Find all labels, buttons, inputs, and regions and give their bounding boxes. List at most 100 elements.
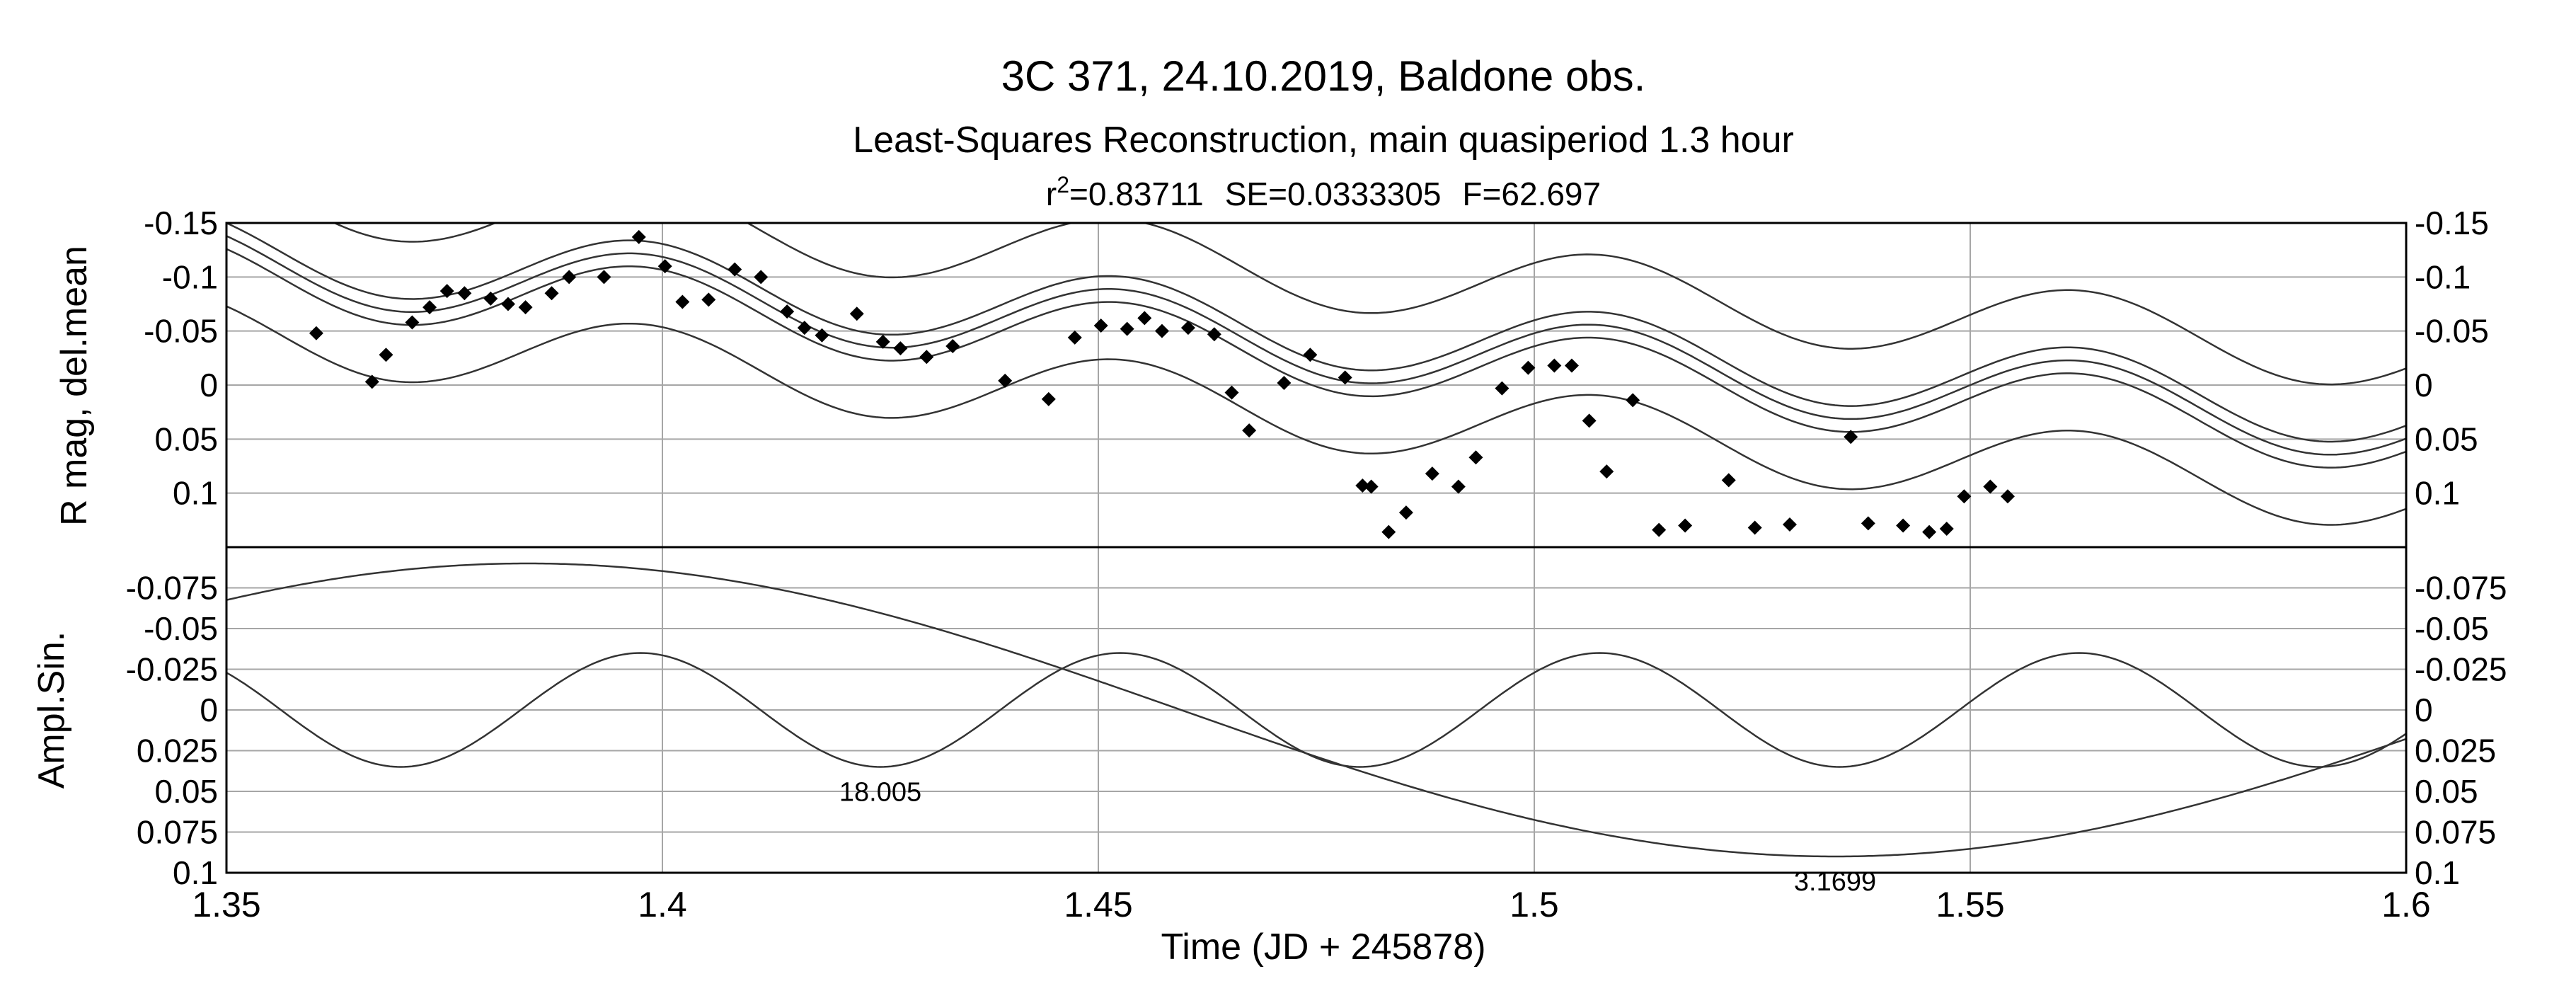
prediction-lower-curve [226,305,2406,526]
x-tick-label: 1.5 [1510,885,1559,924]
observation-point [945,339,960,354]
observation-point [1338,370,1352,385]
observation-point [1137,311,1152,326]
bottom-y-tick-left: 0 [200,692,218,728]
observation-point [728,262,742,277]
x-tick-label: 1.55 [1936,885,2004,924]
observation-point [1277,375,1292,390]
bottom-y-tick-left: 0.075 [137,814,218,851]
observation-point [439,284,454,299]
chart-subtitle: Least-Squares Reconstruction, main quasi… [853,120,1794,161]
sine-curve-label: 18.005 [839,778,921,808]
observation-point [1957,489,1972,504]
observation-point [1154,323,1169,338]
observation-point [754,270,769,285]
observation-point [1678,518,1693,533]
observation-point [1582,413,1597,428]
x-tick-label: 1.35 [192,885,260,924]
observation-point [1896,518,1911,533]
top-y-axis-label: R mag, del.mean [54,246,95,526]
x-axis-label: Time (JD + 245878) [1161,927,1485,968]
top-y-tick-left: 0.1 [173,475,218,512]
observation-point [1303,348,1318,362]
observation-point [1425,466,1439,481]
observation-point [1355,478,1370,493]
bottom-y-tick-right: 0.075 [2415,814,2496,851]
top-y-tick-left: -0.15 [144,205,218,241]
bottom-y-tick-right: 0.05 [2415,773,2478,810]
observation-point [797,321,812,336]
observation-point [422,300,437,315]
observation-point [457,286,472,301]
observation-point [919,350,934,365]
bottom-y-tick-left: -0.075 [126,570,218,607]
observation-point [631,229,646,244]
observation-point [1652,522,1667,537]
observation-point [1468,450,1483,465]
observation-point [1721,473,1736,488]
bottom-y-tick-right: 0.025 [2415,733,2496,769]
observation-point [364,374,379,389]
chart-stats: r2=0.83711 SE=0.0333305 F=62.697 [1046,172,1601,212]
x-tick-label: 1.45 [1064,885,1132,924]
observation-point [1983,479,1998,494]
sine-curve-18.005 [226,652,2406,768]
bottom-curve-labels: 18.005 3.1699 [839,778,1876,898]
confidence-upper-curve [226,223,2406,443]
r2-superscript: 2 [1057,172,1069,197]
observation-point [1564,358,1579,373]
top-y-tick-right: -0.05 [2415,313,2489,350]
prediction-upper-curve [332,223,2406,386]
observation-point [483,291,498,306]
top-model-curves [226,223,2406,526]
observation-point [1599,464,1614,479]
bottom-y-axis-label: Ampl.Sin. [31,631,72,789]
observation-point [1626,393,1640,408]
observation-point [562,270,577,285]
fit-curve [226,235,2406,456]
x-tick-label: 1.4 [638,885,687,924]
plot-frame [225,222,2408,874]
observation-point [379,348,393,362]
top-y-tick-right: 0.1 [2415,475,2460,512]
bottom-y-tick-right: -0.075 [2415,570,2507,607]
top-y-tick-right: -0.15 [2415,205,2489,241]
chart-title: 3C 371, 24.10.2019, Baldone obs. [1001,52,1646,100]
observation-point [849,306,864,321]
observation-point [1364,479,1379,494]
top-y-tick-right: 0.05 [2415,420,2478,457]
observation-point [544,286,559,301]
observation-point [701,292,716,307]
observation-point [1861,516,1875,531]
bottom-y-tick-left: 0.05 [154,773,218,810]
top-y-tick-left: -0.05 [144,313,218,350]
r2-value: =0.83711 [1069,176,1204,212]
se-value: SE=0.0333305 [1225,176,1442,212]
r2-prefix: r [1046,176,1057,212]
observation-point [1120,321,1134,336]
top-y-tick-left: -0.1 [162,258,218,295]
bottom-y-tick-left: -0.05 [144,610,218,647]
observation-point [780,304,795,319]
bottom-sine-curves [226,562,2406,858]
bottom-y-tick-left: 0.1 [173,854,218,891]
observation-point [1939,522,1954,537]
top-y-tick-right: 0 [2415,367,2433,403]
observation-point [1207,327,1221,342]
bottom-y-tick-right: -0.025 [2415,651,2507,688]
observation-point [1782,517,1797,532]
observation-point [405,315,420,330]
observation-point [1747,520,1762,535]
observation-point [2000,489,2015,504]
observation-point [675,294,690,309]
top-observations [309,229,2015,539]
observation-point [1093,319,1108,333]
observation-point [657,259,672,274]
observation-point [998,373,1013,388]
observation-point [1398,505,1413,520]
bottom-y-tick-left: -0.025 [126,651,218,688]
observation-point [309,326,323,340]
observation-point [597,270,611,285]
observation-point [1547,358,1562,373]
